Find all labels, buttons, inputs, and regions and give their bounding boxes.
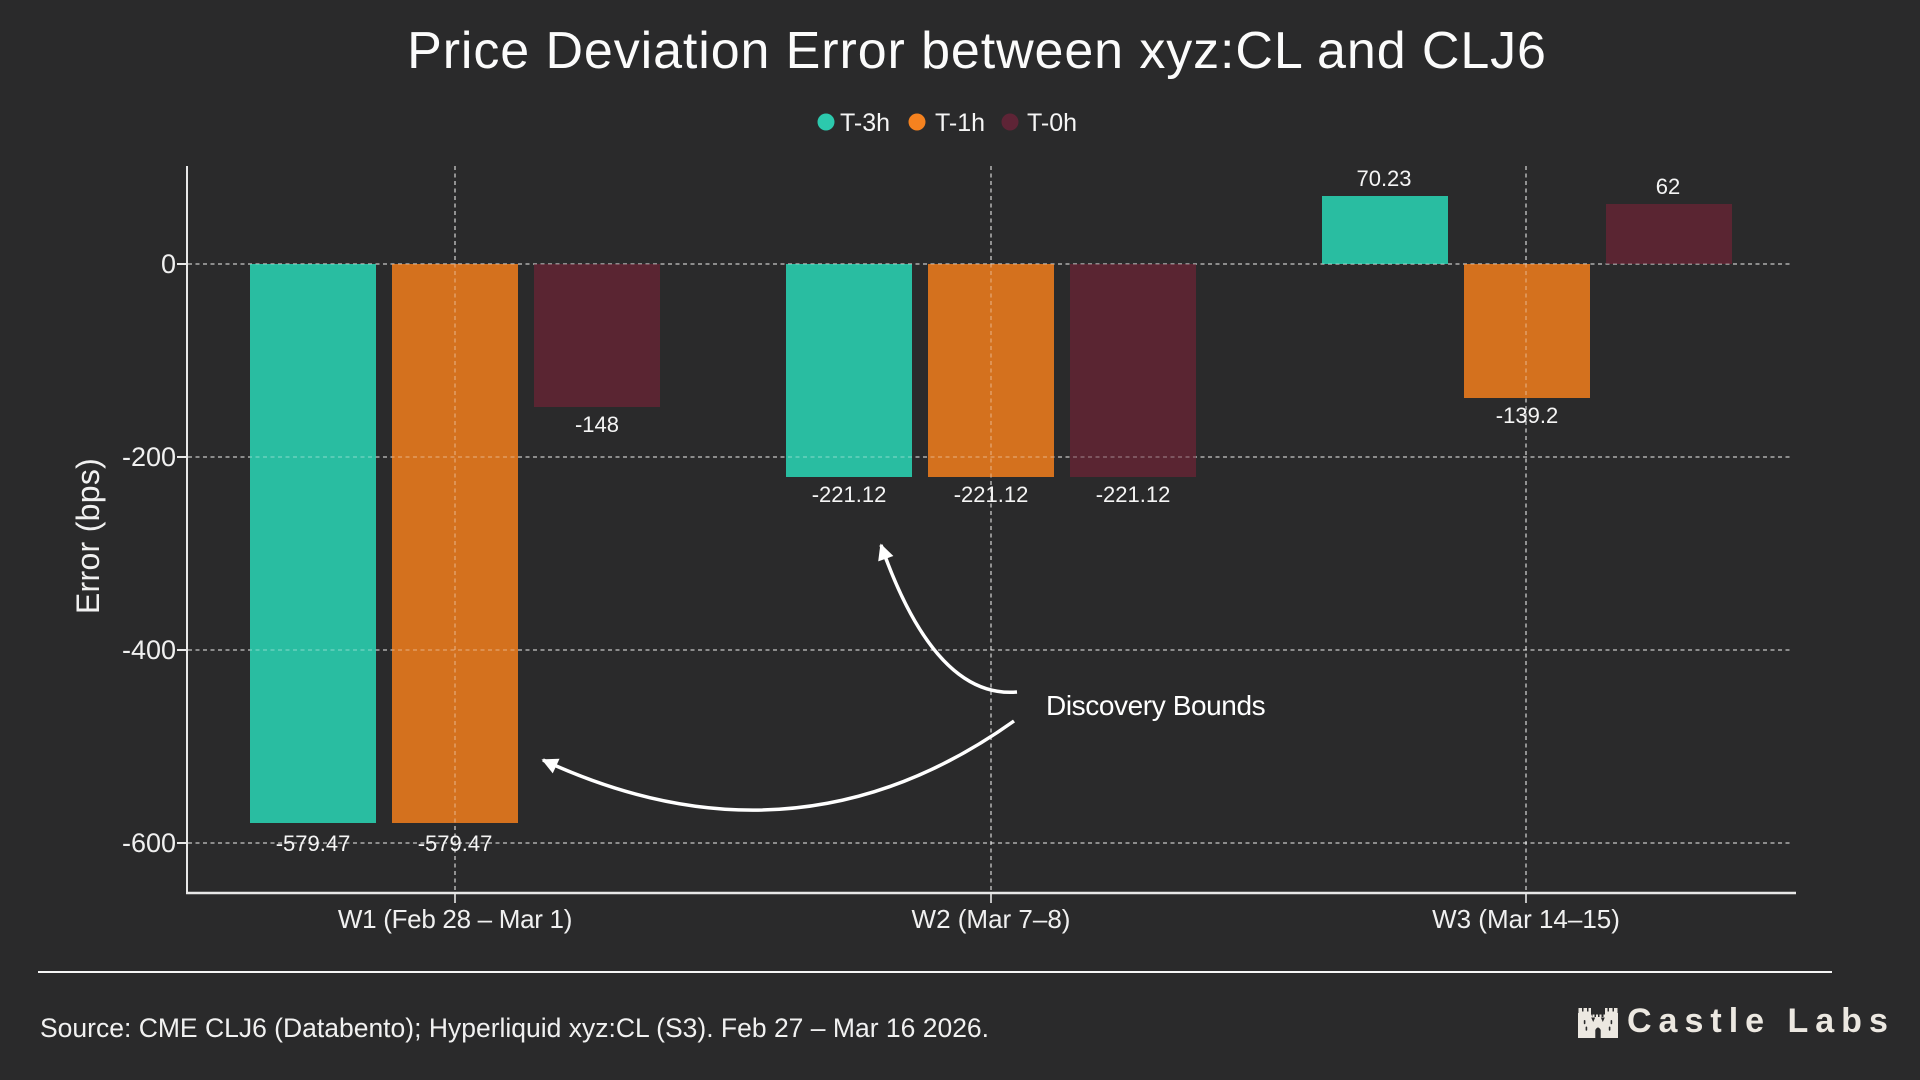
svg-text:-579.47: -579.47 (418, 831, 493, 856)
svg-text:-600: -600 (122, 828, 176, 858)
svg-text:Castle Labs: Castle Labs (1627, 1002, 1895, 1040)
svg-text:W2 (Mar 7–8): W2 (Mar 7–8) (912, 904, 1071, 934)
svg-text:T-1h: T-1h (935, 109, 985, 137)
svg-text:Discovery Bounds: Discovery Bounds (1046, 690, 1265, 721)
svg-text:T-0h: T-0h (1027, 109, 1077, 137)
svg-text:-221.12: -221.12 (1096, 482, 1171, 507)
svg-text:Source: CME CLJ6 (Databento);: Source: CME CLJ6 (Databento); Hyperliqui… (40, 1013, 989, 1043)
svg-text:-579.47: -579.47 (276, 831, 351, 856)
svg-text:70.23: 70.23 (1356, 166, 1411, 191)
svg-text:-221.12: -221.12 (812, 482, 887, 507)
svg-text:-139.2: -139.2 (1496, 403, 1558, 428)
svg-text:-400: -400 (122, 635, 176, 665)
svg-text:Price Deviation Error between: Price Deviation Error between xyz:CL and… (407, 22, 1547, 80)
svg-text:W3 (Mar 14–15): W3 (Mar 14–15) (1432, 904, 1620, 934)
svg-text:-200: -200 (122, 442, 176, 472)
svg-text:0: 0 (161, 249, 176, 279)
svg-text:-221.12: -221.12 (954, 482, 1029, 507)
svg-text:-148: -148 (575, 412, 619, 437)
svg-text:Error (bps): Error (bps) (70, 458, 106, 614)
svg-text:W1 (Feb 28 – Mar 1): W1 (Feb 28 – Mar 1) (338, 904, 572, 934)
svg-text:T-3h: T-3h (840, 109, 890, 137)
svg-text:62: 62 (1656, 174, 1680, 199)
